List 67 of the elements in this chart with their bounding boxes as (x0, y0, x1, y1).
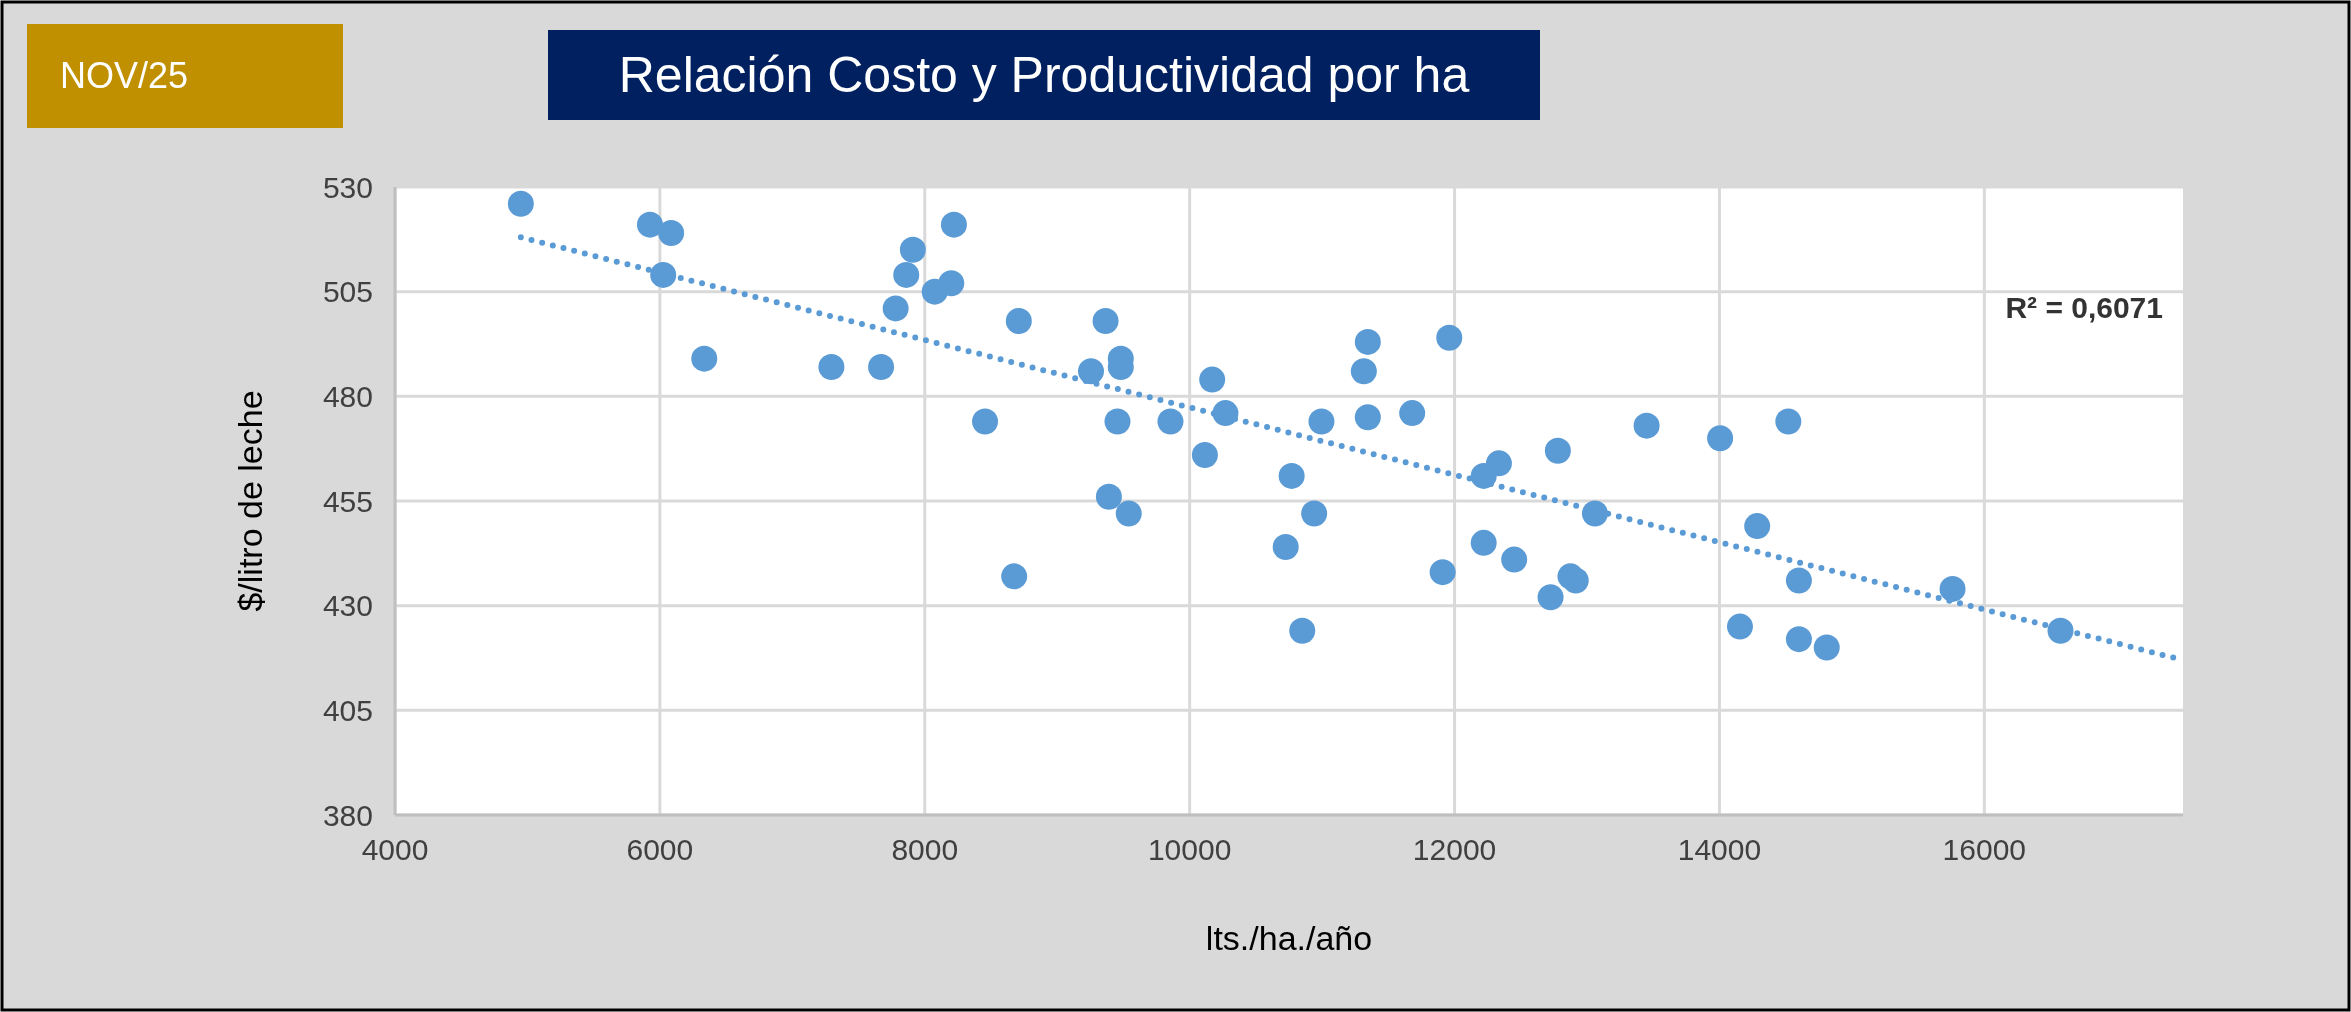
point (1354, 328, 1381, 355)
x-tick-label: 6000 (626, 833, 694, 866)
point (1633, 412, 1660, 439)
point (1429, 559, 1456, 586)
y-tick-label: 505 (322, 275, 373, 309)
point (818, 354, 845, 381)
point (1199, 366, 1226, 393)
point (1775, 408, 1802, 435)
annotation: R² = 0,6071 (2005, 291, 2163, 324)
point (636, 211, 663, 238)
point (1707, 425, 1734, 452)
point (1813, 634, 1840, 661)
point (1157, 408, 1184, 435)
point (1104, 408, 1131, 435)
y-tick-label: 380 (322, 798, 373, 832)
x-tick-label: 4000 (361, 833, 429, 866)
point (938, 270, 965, 297)
x-tick-label: 16000 (1942, 833, 2027, 866)
point (1078, 358, 1104, 385)
point (1562, 567, 1589, 594)
chart-title: Relación Costo y Productividad por ha (618, 47, 1470, 103)
x-axis-title: lts./ha./año (1205, 919, 1373, 957)
point (1785, 567, 1812, 594)
point (1095, 483, 1122, 510)
chart-subtitle: NOV/25 (60, 55, 189, 96)
y-tick-label: 455 (322, 484, 373, 518)
y-tick-label: 480 (322, 379, 373, 413)
point (899, 236, 926, 263)
point (1470, 529, 1497, 556)
point (1301, 500, 1328, 527)
point (1436, 324, 1463, 351)
point (691, 345, 718, 372)
point (1544, 437, 1571, 464)
point (1350, 358, 1377, 385)
y-tick-label: 405 (322, 693, 373, 727)
point (868, 354, 895, 381)
x-tick-label: 12000 (1412, 833, 1497, 866)
point (1939, 575, 1966, 602)
y-tick-label: 430 (322, 589, 373, 623)
point (1501, 546, 1528, 573)
point (972, 408, 999, 435)
point (1785, 626, 1812, 653)
point (1191, 441, 1218, 468)
point (1485, 450, 1512, 477)
point (940, 211, 967, 238)
point (1001, 563, 1028, 590)
point (1289, 617, 1316, 644)
y-tick-label: 530 (322, 170, 373, 204)
point (1537, 584, 1564, 611)
point (1272, 534, 1299, 561)
x-tick-label: 14000 (1677, 833, 1762, 866)
point (658, 220, 685, 247)
point (893, 261, 920, 288)
point (1308, 408, 1335, 435)
point (1354, 404, 1381, 431)
point (1278, 462, 1305, 489)
x-tick-label: 10000 (1147, 833, 1232, 866)
point (882, 295, 909, 322)
point (1092, 307, 1119, 334)
point (1744, 513, 1771, 540)
point (1005, 307, 1032, 334)
point (507, 190, 534, 217)
x-tick-label: 8000 (891, 833, 959, 866)
point (1726, 613, 1753, 640)
point (1399, 400, 1426, 427)
point (1115, 500, 1142, 527)
y-axis-title: $/litro de leche (231, 390, 269, 612)
